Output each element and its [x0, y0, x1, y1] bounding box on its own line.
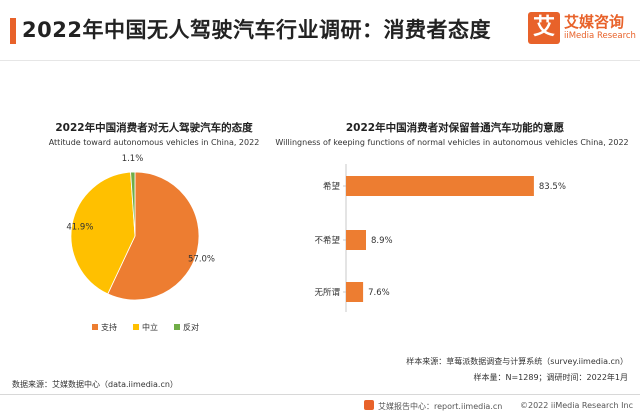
bar-chart-title: 2022年中国消费者对保留普通汽车功能的意愿 — [345, 122, 565, 134]
pie-chart: 57.0% 41.9% 1.1% 支持 中立 反对 — [66, 154, 215, 332]
page-title: 2022年中国无人驾驶汽车行业调研：消费者态度 — [22, 18, 491, 42]
bar-data-label: 8.9% — [371, 236, 393, 246]
pie-chart-title: 2022年中国消费者对无人驾驶汽车的态度 — [55, 122, 253, 134]
bar-data-label: 83.5% — [539, 182, 566, 192]
footer-logo-icon — [364, 400, 374, 410]
pie-legend-label: 反对 — [183, 322, 199, 332]
footer-copyright: ©2022 iiMedia Research Inc — [520, 401, 633, 410]
pie-legend-label: 支持 — [101, 322, 117, 332]
pie-legend-label: 中立 — [142, 322, 158, 332]
bar-chart: 希望 83.5% 不希望 8.9% 无所谓 7.6% — [314, 164, 566, 312]
pie-legend-swatch — [92, 324, 98, 330]
sample-info-note: 样本量：N=1289；调研时间：2022年1月 — [473, 373, 629, 382]
pie-data-label: 1.1% — [122, 154, 144, 164]
footer-divider — [0, 394, 640, 395]
pie-slice-0 — [107, 171, 200, 301]
data-source-note: 数据来源：艾媒数据中心（data.iimedia.cn） — [12, 380, 178, 389]
pie-data-label: 57.0% — [188, 255, 215, 265]
bar-0 — [346, 176, 534, 196]
sample-source-note: 样本来源：草莓派数据调查与计算系统（survey.iimedia.cn） — [406, 357, 628, 366]
pie-slice-1 — [70, 171, 136, 295]
pie-legend-swatch — [133, 324, 139, 330]
header-divider — [0, 60, 640, 61]
footer-report-center: 艾媒报告中心：report.iimedia.cn — [378, 402, 503, 411]
pie-legend-swatch — [174, 324, 180, 330]
title-accent-bar — [10, 18, 16, 44]
iimedia-logo: 艾 艾媒咨询 iiMedia Research — [528, 12, 636, 52]
pie-data-label: 41.9% — [66, 222, 93, 232]
bar-category-label: 不希望 — [314, 235, 340, 246]
logo-chinese-text: 艾媒咨询 — [564, 13, 625, 31]
footer-bar: 艾媒报告中心：report.iimedia.cn ©2022 iiMedia R… — [0, 396, 640, 416]
logo-english-text: iiMedia Research — [564, 31, 636, 41]
bar-chart-subtitle: Willingness of keeping functions of norm… — [275, 138, 629, 147]
bar-category-label: 希望 — [323, 181, 341, 192]
bar-category-label: 无所谓 — [314, 287, 340, 298]
logo-mark: 艾 — [528, 12, 560, 44]
bar-2 — [346, 282, 364, 302]
pie-slice-2 — [130, 171, 136, 237]
pie-chart-subtitle: Attitude toward autonomous vehicles in C… — [48, 138, 260, 147]
bar-1 — [346, 230, 366, 250]
bar-data-label: 7.6% — [368, 288, 390, 298]
